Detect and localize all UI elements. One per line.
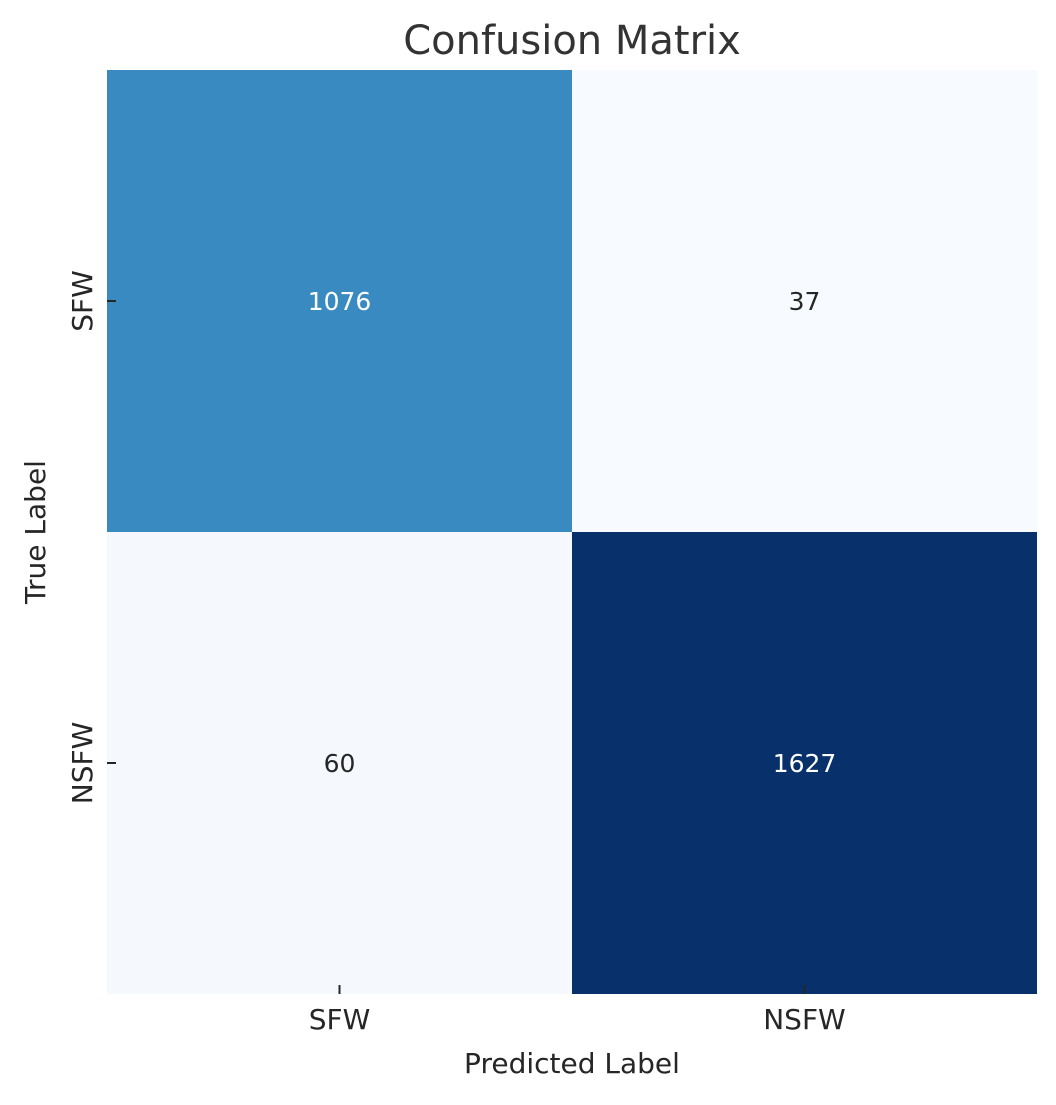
- heatmap-cell-sfw-sfw: [107, 70, 572, 532]
- x-tick-label-sfw: SFW: [309, 1003, 371, 1036]
- heatmap-cell-sfw-nsfw: [572, 70, 1037, 532]
- cell-annotation: 60: [324, 749, 356, 778]
- axis-ticks: [107, 300, 806, 994]
- heatmap-cell-nsfw-nsfw: [572, 532, 1037, 994]
- y-tick-label-sfw: SFW: [66, 270, 99, 332]
- cell-annotation: 1627: [773, 749, 837, 778]
- chart-title: Confusion Matrix: [403, 18, 741, 64]
- y-axis-label: True Label: [19, 460, 52, 605]
- heatmap-cell-nsfw-sfw: [107, 532, 572, 994]
- cell-annotation: 37: [789, 287, 821, 316]
- y-tick-label-nsfw: NSFW: [66, 722, 99, 805]
- x-tick-label-nsfw: NSFW: [763, 1003, 846, 1036]
- heatmap-cells: 1076 37 60 1627: [107, 70, 1037, 994]
- x-axis-label: Predicted Label: [464, 1047, 680, 1080]
- cell-annotation: 1076: [308, 287, 372, 316]
